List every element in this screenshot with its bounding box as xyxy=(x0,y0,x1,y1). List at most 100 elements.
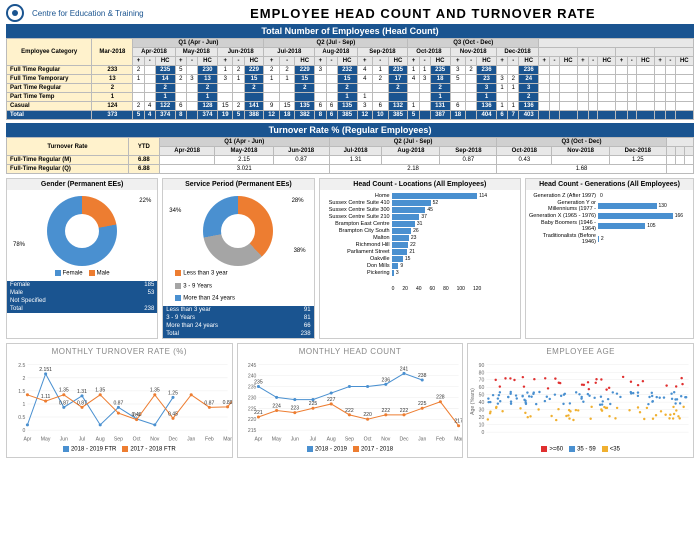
monthly-turnover-title: MONTHLY TURNOVER RATE (%) xyxy=(7,344,232,359)
svg-text:236: 236 xyxy=(381,377,390,383)
svg-text:1.35: 1.35 xyxy=(59,387,69,393)
service-title: Service Period (Permanent EEs) xyxy=(163,179,313,190)
svg-text:224: 224 xyxy=(272,403,281,409)
svg-text:0.45: 0.45 xyxy=(168,411,178,417)
svg-text:222: 222 xyxy=(399,408,408,414)
svg-text:May: May xyxy=(41,436,51,442)
svg-text:222: 222 xyxy=(345,408,354,414)
svg-text:228: 228 xyxy=(436,394,445,400)
svg-text:40: 40 xyxy=(479,400,485,406)
svg-text:30: 30 xyxy=(479,407,485,413)
brand-text: Centre for Education & Training xyxy=(32,9,144,18)
service-donut-chart xyxy=(203,196,273,266)
svg-text:Jan: Jan xyxy=(187,436,195,442)
headcount-table: Employee CategoryMar-2018Q1 (Apr - Jun)Q… xyxy=(6,38,694,120)
logo-icon xyxy=(6,4,24,22)
svg-text:80: 80 xyxy=(479,370,485,376)
svg-text:1.35: 1.35 xyxy=(150,387,160,393)
svg-text:20: 20 xyxy=(479,415,485,421)
svg-text:222: 222 xyxy=(381,408,390,414)
gender-title: Gender (Permanent EEs) xyxy=(7,179,157,190)
svg-text:Nov: Nov xyxy=(381,436,391,442)
svg-text:220: 220 xyxy=(248,417,257,423)
gender-pct-female: 78% xyxy=(13,242,25,248)
turnover-table: Turnover RateYTDQ1 (Apr - Jun)Q2 (Jul - … xyxy=(6,137,694,174)
svg-text:0.5: 0.5 xyxy=(18,415,25,421)
header: Centre for Education & Training EMPLOYEE… xyxy=(6,4,694,22)
svg-text:Sep: Sep xyxy=(345,436,354,442)
turnover-section-title: Turnover Rate % (Regular Employees) xyxy=(6,123,694,137)
svg-text:10: 10 xyxy=(479,422,485,428)
svg-text:Nov: Nov xyxy=(150,436,160,442)
svg-text:50: 50 xyxy=(479,392,485,398)
svg-text:60: 60 xyxy=(479,385,485,391)
svg-text:Jan: Jan xyxy=(418,436,426,442)
svg-text:0: 0 xyxy=(23,428,26,434)
svg-text:0.87: 0.87 xyxy=(77,400,87,406)
headcount-section-title: Total Number of Employees (Head Count) xyxy=(6,24,694,38)
svg-text:1: 1 xyxy=(23,402,26,408)
gender-legend: Female Male xyxy=(11,270,153,277)
svg-text:Dec: Dec xyxy=(168,436,178,442)
svg-text:230: 230 xyxy=(248,395,257,401)
svg-text:90: 90 xyxy=(479,363,485,369)
svg-text:Mar: Mar xyxy=(223,436,231,442)
generations-panel: Head Count - Generations (All Employees)… xyxy=(525,178,694,339)
svg-text:Aug: Aug xyxy=(96,436,105,442)
svg-text:225: 225 xyxy=(418,401,427,407)
svg-text:0: 0 xyxy=(482,430,485,436)
svg-text:1.25: 1.25 xyxy=(168,390,178,396)
svg-text:Jun: Jun xyxy=(60,436,68,442)
svg-text:Jun: Jun xyxy=(290,436,298,442)
svg-text:1.5: 1.5 xyxy=(18,389,25,395)
generations-title: Head Count - Generations (All Employees) xyxy=(526,179,693,190)
page-title: EMPLOYEE HEAD COUNT AND TURNOVER RATE xyxy=(152,6,694,21)
svg-text:Oct: Oct xyxy=(133,436,142,442)
svg-text:2.5: 2.5 xyxy=(18,363,25,369)
monthly-turnover-legend: 2018 - 2019 FTR 2017 - 2018 FTR xyxy=(9,446,230,453)
svg-text:235: 235 xyxy=(254,379,263,385)
gender-donut-chart xyxy=(47,196,117,266)
employee-age-legend: >=60 35 - 59 <35 xyxy=(470,446,691,453)
svg-text:Oct: Oct xyxy=(363,436,372,442)
svg-text:227: 227 xyxy=(327,397,336,403)
service-panel: Service Period (Permanent EEs) 28% 34% 3… xyxy=(162,178,314,339)
svg-text:215: 215 xyxy=(248,428,257,434)
locations-title: Head Count - Locations (All Employees) xyxy=(320,179,520,190)
svg-text:70: 70 xyxy=(479,377,485,383)
gender-pct-male: 22% xyxy=(139,198,151,204)
svg-text:1.11: 1.11 xyxy=(41,394,51,400)
svg-text:Dec: Dec xyxy=(399,436,409,442)
svg-text:0.89: 0.89 xyxy=(223,399,232,405)
monthly-headcount-chart: MONTHLY HEAD COUNT 215220225230235240245… xyxy=(237,343,464,458)
svg-text:1.31: 1.31 xyxy=(77,389,87,395)
svg-text:0.4: 0.4 xyxy=(133,412,140,418)
employee-age-chart: EMPLOYEE AGE 0102030405060708090Age (Yea… xyxy=(467,343,694,458)
svg-text:1.35: 1.35 xyxy=(95,387,105,393)
svg-text:May: May xyxy=(271,436,281,442)
svg-text:Feb: Feb xyxy=(205,436,214,442)
gender-panel: Gender (Permanent EEs) 22% 78% Female Ma… xyxy=(6,178,158,339)
svg-text:Aug: Aug xyxy=(326,436,335,442)
svg-text:Apr: Apr xyxy=(254,436,262,442)
svg-text:220: 220 xyxy=(363,412,372,418)
svg-text:0.87: 0.87 xyxy=(59,400,69,406)
svg-text:225: 225 xyxy=(308,401,317,407)
monthly-headcount-legend: 2018 - 2019 2017 - 2018 xyxy=(240,446,461,453)
svg-text:223: 223 xyxy=(290,405,299,411)
svg-text:245: 245 xyxy=(248,363,257,369)
svg-text:238: 238 xyxy=(418,373,427,379)
svg-text:217: 217 xyxy=(454,418,462,424)
svg-text:Jul: Jul xyxy=(79,436,86,442)
svg-text:241: 241 xyxy=(399,366,408,372)
svg-text:Mar: Mar xyxy=(454,436,462,442)
svg-text:Apr: Apr xyxy=(23,436,31,442)
monthly-headcount-title: MONTHLY HEAD COUNT xyxy=(238,344,463,359)
svg-text:2.151: 2.151 xyxy=(39,367,52,373)
svg-text:Sep: Sep xyxy=(114,436,123,442)
monthly-turnover-chart: MONTHLY TURNOVER RATE (%) 0 0.5 1 1.5 2 2.5 Ap… xyxy=(6,343,233,458)
svg-text:2: 2 xyxy=(23,376,26,382)
svg-text:Age (Years): Age (Years) xyxy=(470,388,476,415)
svg-text:Feb: Feb xyxy=(436,436,445,442)
svg-text:221: 221 xyxy=(254,410,263,416)
